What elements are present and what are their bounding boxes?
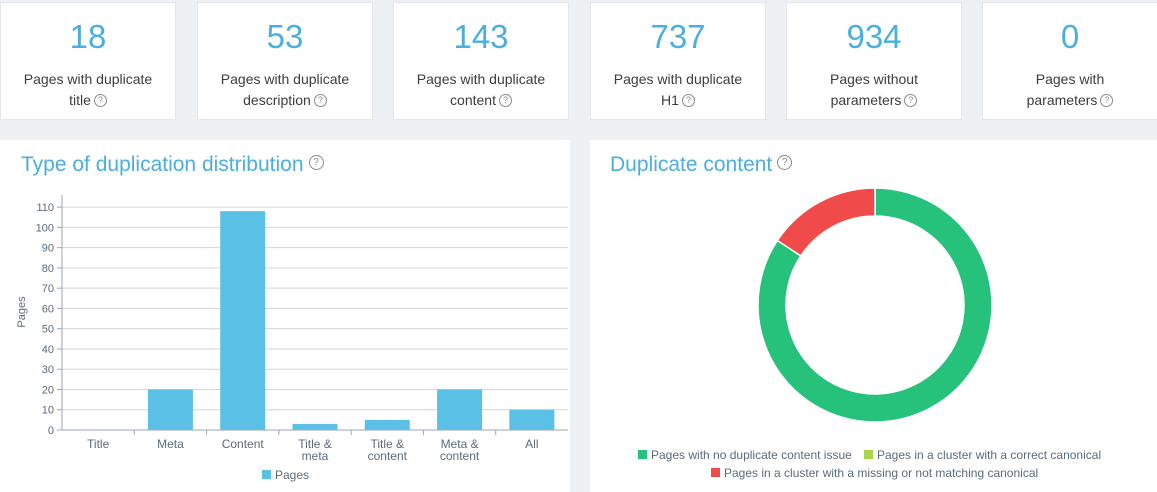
y-tick-label: 100 <box>36 222 54 234</box>
y-tick-label: 0 <box>48 425 54 437</box>
bar <box>147 389 193 430</box>
stat-value: 53 <box>266 18 304 55</box>
bar <box>509 409 555 430</box>
help-icon[interactable]: ? <box>1100 93 1114 107</box>
bar-chart: 0 10 20 30 40 50 60 70 80 90 100 110 Title Meta Conten… <box>16 195 568 482</box>
bar <box>364 419 410 430</box>
x-tick-label: meta <box>302 449 329 463</box>
stat-value: 737 <box>650 18 706 55</box>
duplicate-content-panel: Duplicate content? Pages with no duplica… <box>590 140 1157 492</box>
y-tick-label: 110 <box>36 202 54 214</box>
help-icon[interactable]: ? <box>904 93 918 107</box>
y-tick-label: 80 <box>42 263 54 275</box>
y-tick-label: 90 <box>42 243 54 255</box>
stat-label: Pages with duplicate H1? <box>613 71 743 108</box>
stat-card-duplicate-content: 143 Pages with duplicate content? <box>393 2 569 120</box>
legend-label: Pages in a cluster with a missing or not… <box>724 466 1038 480</box>
duplication-distribution-panel: Type of duplication distribution? 0 10 20 3… <box>0 140 570 492</box>
legend-label: Pages <box>275 468 309 482</box>
x-tick-label: content <box>368 449 408 463</box>
panel-title: Duplicate content? <box>610 153 793 177</box>
x-tick-label: All <box>525 437 538 451</box>
help-icon[interactable]: ? <box>681 93 695 107</box>
y-tick-label: 20 <box>42 384 54 396</box>
x-tick-label: Meta & <box>441 437 479 451</box>
stat-card-duplicate-description: 53 Pages with duplicate description? <box>197 2 373 120</box>
donut-slice <box>776 187 876 257</box>
x-tick-label: Title & <box>371 437 405 451</box>
stat-label: Pages without parameters? <box>830 71 918 108</box>
x-tick-label: Title <box>87 437 110 451</box>
x-tick-label: Meta <box>157 437 184 451</box>
stat-value: 18 <box>69 18 107 55</box>
legend-swatch <box>262 470 271 479</box>
bar <box>437 389 483 430</box>
stat-value: 934 <box>846 18 902 55</box>
stat-value: 143 <box>453 18 509 55</box>
x-tick-label: content <box>440 449 480 463</box>
y-tick-label: 60 <box>42 303 54 315</box>
stat-card-duplicate-title: 18 Pages with duplicate title? <box>0 2 176 120</box>
help-icon[interactable]: ? <box>498 93 512 107</box>
panel-title: Type of duplication distribution? <box>21 153 324 177</box>
help-icon[interactable]: ? <box>313 93 327 107</box>
y-tick-label: 10 <box>42 405 54 417</box>
stat-label: Pages with duplicate content? <box>416 71 546 108</box>
x-tick-label: Title & <box>298 437 332 451</box>
legend-swatch <box>638 450 647 459</box>
stat-card-duplicate-h1: 737 Pages with duplicate H1? <box>590 2 766 120</box>
stat-value: 0 <box>1060 18 1080 55</box>
y-tick-label: 70 <box>42 283 54 295</box>
legend-swatch <box>864 450 873 459</box>
donut-chart: Pages with no duplicate content issue Pag… <box>638 187 1101 480</box>
y-tick-label: 30 <box>42 364 54 376</box>
y-tick-label: 40 <box>42 344 54 356</box>
stat-label: Pages with duplicate description? <box>220 71 350 108</box>
legend-label: Pages with no duplicate content issue <box>651 448 852 462</box>
help-icon[interactable]: ? <box>308 154 324 170</box>
legend-swatch <box>711 468 720 477</box>
bar <box>292 423 338 430</box>
bar <box>220 211 266 430</box>
help-icon[interactable]: ? <box>93 93 107 107</box>
legend-label: Pages in a cluster with a correct canoni… <box>877 448 1101 462</box>
stat-label: Pages with duplicate title? <box>23 71 153 108</box>
stat-card-with-parameters: 0 Pages with parameters? <box>982 2 1157 120</box>
help-icon[interactable]: ? <box>777 154 793 170</box>
stat-label: Pages with parameters? <box>991 69 1149 111</box>
donut-slice <box>757 187 993 423</box>
x-tick-label: Content <box>222 437 265 451</box>
y-axis-label: Pages <box>16 296 28 328</box>
stat-card-without-parameters: 934 Pages without parameters? <box>786 2 962 120</box>
y-tick-label: 50 <box>42 324 54 336</box>
